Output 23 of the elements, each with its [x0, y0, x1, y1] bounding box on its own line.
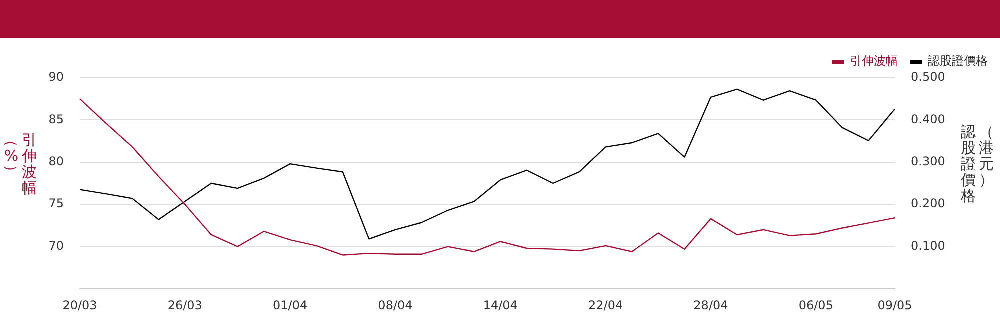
x-tick-label: 22/04: [588, 298, 624, 312]
y-tick-label: 80: [48, 154, 64, 169]
y-tick-label: 75: [48, 196, 64, 211]
y2-tick-label: 0.200: [911, 196, 946, 211]
x-tick-label: 28/04: [694, 298, 728, 312]
y2-tick-label: 0.400: [911, 112, 946, 126]
x-tick-label: 26/03: [168, 298, 202, 312]
legend-label: 引伸波幅: [850, 54, 898, 68]
y2-tick-label: 0.300: [911, 154, 946, 169]
x-tick-label: 09/05: [878, 298, 912, 312]
x-tick-label: 20/03: [62, 298, 98, 312]
y-tick-label: 90: [48, 70, 64, 84]
y-tick-label: 85: [48, 112, 64, 126]
x-tick-label: 01/04: [273, 298, 308, 312]
text: 認股證價格（港元）: [961, 123, 994, 205]
y-tick-label: 70: [48, 238, 64, 253]
text: 引伸波幅（%）: [2, 131, 37, 197]
y2-tick-label: 0.100: [911, 238, 946, 253]
y2-tick-label: 0.500: [911, 70, 946, 84]
legend-label: 認股證價格: [928, 54, 988, 68]
x-tick-label: 08/04: [378, 298, 413, 312]
x-tick-label: 14/04: [483, 298, 518, 312]
x-tick-label: 06/05: [798, 298, 834, 312]
